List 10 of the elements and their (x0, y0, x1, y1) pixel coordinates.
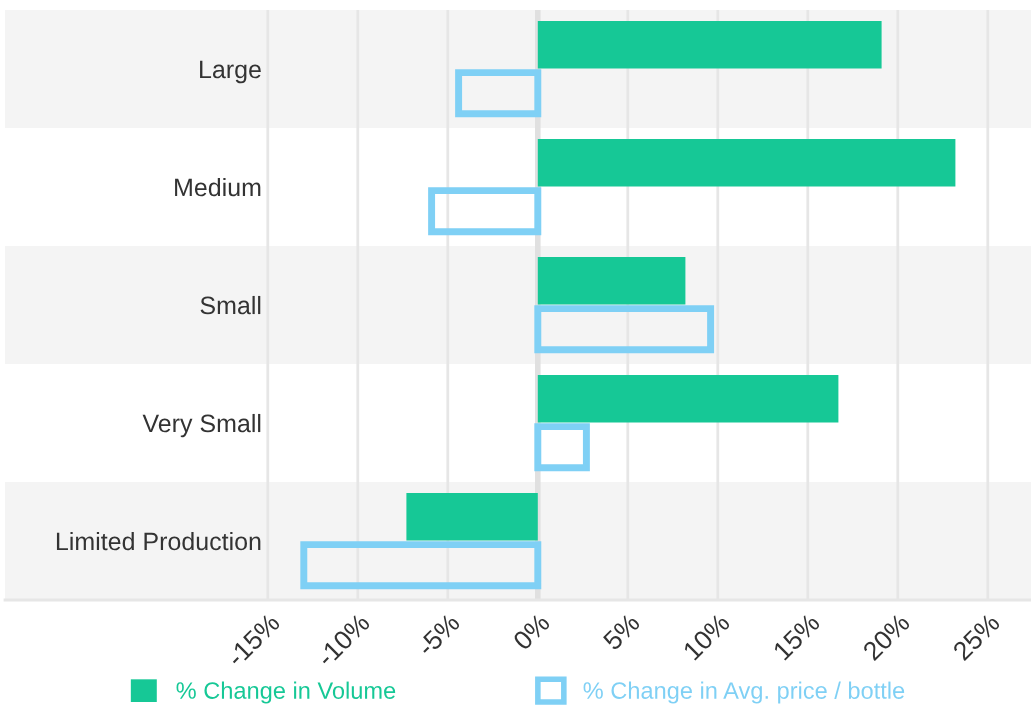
y-tick-label: Large (200, 60, 261, 84)
legend-label: % Change in Volume (176, 681, 396, 704)
x-tick-label: 5% (602, 612, 641, 652)
x-tick-label: -5% (416, 612, 461, 658)
y-tick-label: Limited Production (56, 531, 261, 551)
y-tick-label: Very Small (142, 413, 261, 438)
y-tick-label: Small (200, 295, 261, 315)
y-tick-label: Medium (175, 177, 261, 197)
legend-label: % Change in Avg. price / bottle (583, 681, 905, 704)
x-tick-label: 0% (512, 612, 551, 652)
